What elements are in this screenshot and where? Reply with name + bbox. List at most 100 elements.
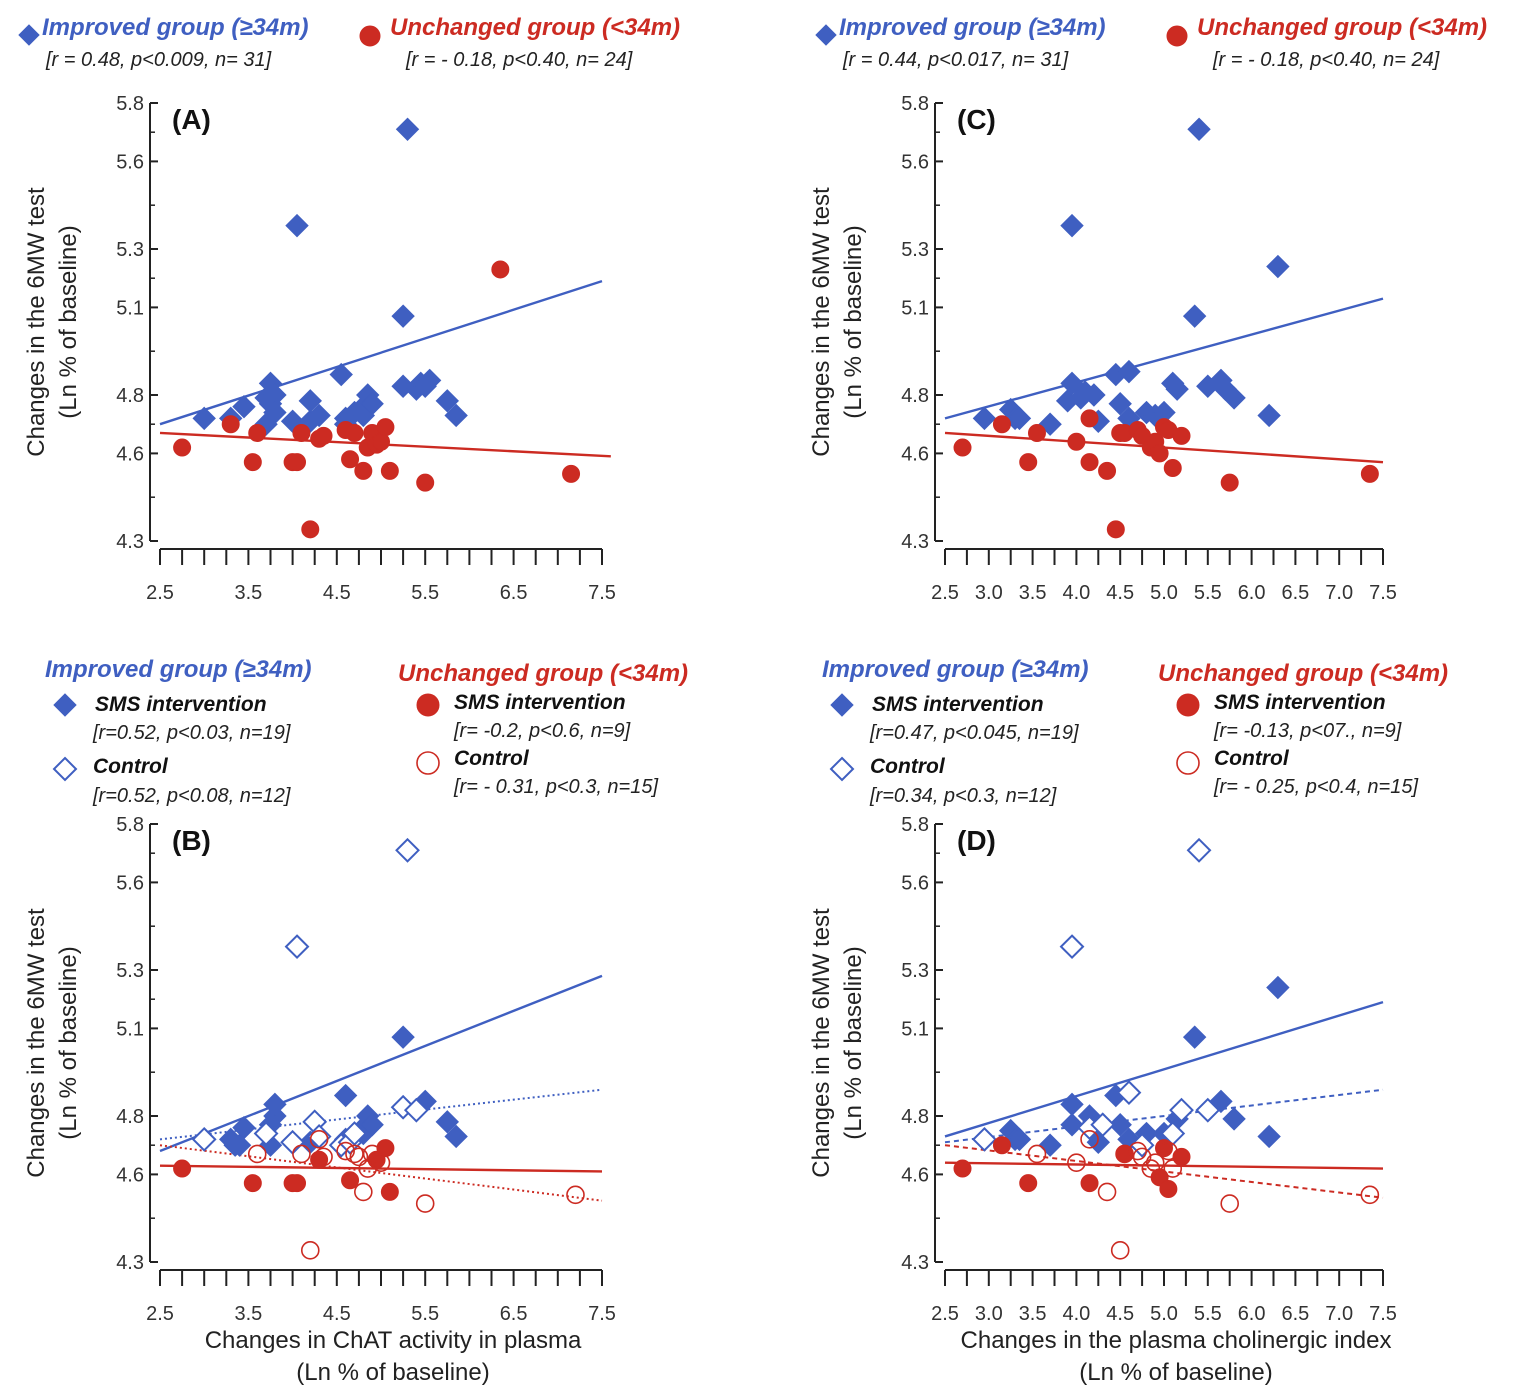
- x-tick-label: 6.5: [1281, 1303, 1309, 1325]
- point-improved-group: [285, 213, 309, 238]
- point-improved-sms-intervention: [360, 1113, 384, 1137]
- legend-marker-improved: [815, 24, 837, 46]
- legend-stat-improved-control: [r=0.34, p<0.3, n=12]: [869, 785, 1057, 807]
- legend: Improved group (≥34m) [r = 0.44, p<0.017,…: [815, 14, 1487, 71]
- legend-sub-unchanged-control: Control: [1214, 747, 1290, 770]
- legend-stat-unchanged-sms: [r= -0.13, p<07., n=9]: [1213, 720, 1402, 742]
- x-tick-label: 3.5: [1019, 582, 1047, 604]
- point-unchanged-group: [1080, 453, 1099, 472]
- x-tick-label: 4.5: [1106, 1303, 1134, 1325]
- data-points: [953, 117, 1379, 539]
- y-axis-subtitle: (Ln % of baseline): [840, 946, 867, 1139]
- legend-stat-improved-sms: [r=0.52, p<0.03, n=19]: [92, 722, 291, 744]
- point-improved-sms-intervention: [1257, 1124, 1281, 1149]
- point-improved-group: [298, 389, 322, 413]
- point-unchanged-control: [1360, 1185, 1380, 1205]
- x-axis-subtitle: (Ln % of baseline): [296, 1359, 489, 1386]
- point-unchanged-group: [1106, 520, 1125, 539]
- point-improved-sms-intervention: [333, 1083, 358, 1108]
- y-tick-label: 5.3: [116, 239, 144, 261]
- point-improved-sms-intervention: [263, 1092, 287, 1117]
- x-tick-label: 3.5: [234, 1303, 262, 1325]
- legend-title-unchanged: Unchanged group (<34m): [1197, 14, 1487, 41]
- y-axis-title: Changes in the 6MW test: [23, 187, 50, 457]
- y-axis-subtitle: (Ln % of baseline): [55, 225, 82, 418]
- point-unchanged-control: [292, 1144, 311, 1164]
- x-tick-label: 7.5: [588, 1303, 616, 1325]
- legend-title-unchanged: Unchanged group (<34m): [398, 660, 688, 687]
- point-unchanged-group: [376, 418, 395, 437]
- y-axis-subtitle: (Ln % of baseline): [840, 225, 867, 418]
- panel-label: (B): [172, 825, 211, 856]
- legend-sub-improved-control: Control: [870, 755, 946, 778]
- point-unchanged-group: [1067, 432, 1086, 451]
- point-unchanged-group: [953, 438, 972, 457]
- x-tick-label: 7.5: [588, 582, 616, 604]
- legend-title-improved: Improved group (≥34m): [822, 656, 1089, 683]
- legend-title-improved: Improved group (≥34m): [42, 14, 309, 41]
- legend: Improved group (≥34m) SMS intervention [r=…: [822, 656, 1448, 807]
- x-tick-label: 2.5: [931, 1303, 959, 1325]
- y-axis-subtitle: (Ln % of baseline): [55, 946, 82, 1139]
- point-improved-control: [1116, 1080, 1142, 1106]
- x-tick-label: 3.5: [234, 582, 262, 604]
- y-tick-label: 4.8: [901, 1106, 929, 1128]
- point-unchanged-group: [1080, 409, 1099, 428]
- point-improved-sms-intervention: [1007, 1127, 1032, 1152]
- point-unchanged-control: [1159, 1141, 1178, 1161]
- point-improved-group: [329, 362, 353, 387]
- y-tick-label: 5.3: [901, 960, 929, 982]
- y-axis-label: Changes in the 6MW test (Ln % of baseline…: [808, 187, 867, 457]
- chart-panel-b: Improved group (≥34m) SMS intervention [r=…: [23, 656, 688, 1386]
- point-unchanged-control: [1115, 1144, 1134, 1164]
- point-improved-group: [1222, 386, 1246, 410]
- legend-sub-improved-sms: SMS intervention: [95, 693, 267, 716]
- y-tick-label: 4.8: [116, 385, 144, 407]
- legend-marker-improved-control: [829, 756, 855, 782]
- point-improved-control: [1090, 1112, 1116, 1138]
- y-tick-label: 5.1: [116, 297, 144, 319]
- legend-title-unchanged: Unchanged group (<34m): [1158, 660, 1448, 687]
- panel-label: (C): [957, 104, 996, 135]
- legend-marker-unchanged-sms: [416, 693, 440, 717]
- point-unchanged-group: [992, 415, 1011, 434]
- x-tick-label: 6.5: [1281, 582, 1309, 604]
- point-improved-sms-intervention: [1222, 1107, 1246, 1131]
- x-tick-label: 7.0: [1325, 582, 1353, 604]
- y-tick-label: 5.8: [116, 93, 144, 115]
- point-unchanged-sms-intervention: [173, 1159, 192, 1178]
- x-tick-label: 4.5: [323, 1303, 351, 1325]
- point-unchanged-group: [314, 426, 333, 445]
- point-unchanged-sms-intervention: [1019, 1174, 1038, 1193]
- x-tick-label: 4.0: [1062, 582, 1090, 604]
- point-unchanged-sms-intervention: [288, 1174, 307, 1193]
- point-unchanged-control: [300, 1241, 320, 1260]
- y-tick-label: 4.6: [901, 1164, 929, 1186]
- point-improved-control: [342, 1121, 367, 1146]
- point-improved-control: [1186, 837, 1212, 863]
- point-improved-group: [1165, 377, 1189, 401]
- legend-sub-improved-control: Control: [93, 755, 169, 778]
- point-improved-sms-intervention: [1266, 975, 1290, 1000]
- y-tick-label: 4.3: [116, 1252, 144, 1274]
- point-improved-control: [284, 934, 310, 960]
- point-improved-control: [972, 1126, 997, 1152]
- point-unchanged-control: [1067, 1153, 1086, 1173]
- point-unchanged-group: [173, 438, 192, 457]
- x-tick-label: 7.0: [1325, 1303, 1353, 1325]
- point-improved-group: [1117, 359, 1141, 384]
- y-tick-label: 4.6: [116, 1164, 144, 1186]
- x-tick-label: 5.0: [1150, 1303, 1178, 1325]
- y-axis-label: Changes in the 6MW test (Ln % of baseline…: [23, 908, 82, 1178]
- axes: 4.3 4.6 4.8 5.1 5.3 5.6 5.8 2.5 3.0 3.5 4.0 4.5 5.0 5…: [808, 814, 1397, 1386]
- point-improved-sms-intervention: [1060, 1092, 1084, 1117]
- point-unchanged-group: [1150, 444, 1169, 463]
- y-tick-label: 5.6: [116, 872, 144, 894]
- x-tick-label: 5.5: [411, 1303, 439, 1325]
- point-improved-group: [1182, 304, 1207, 328]
- point-improved-control: [1059, 934, 1085, 960]
- point-improved-group: [232, 394, 256, 419]
- point-improved-group: [192, 406, 216, 431]
- y-tick-label: 4.6: [901, 443, 929, 465]
- x-tick-label: 2.5: [931, 582, 959, 604]
